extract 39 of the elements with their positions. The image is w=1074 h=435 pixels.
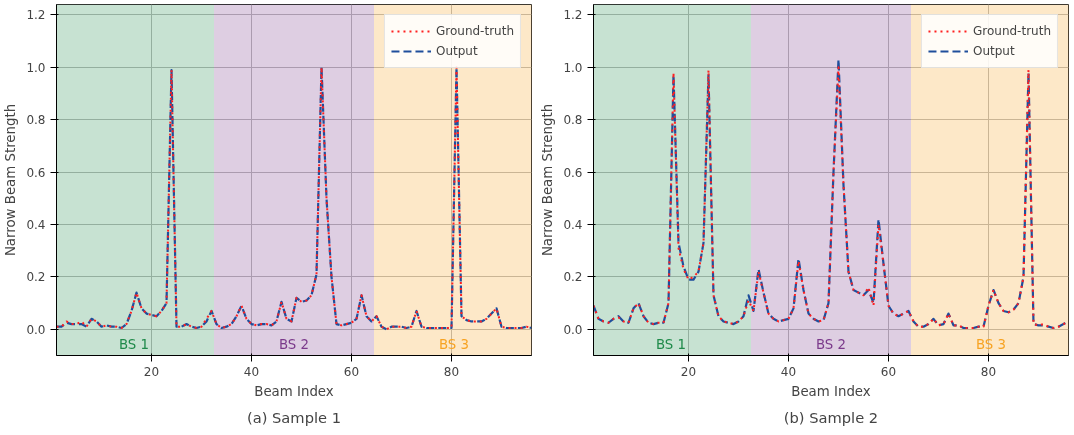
x-tick-label: 20 bbox=[680, 364, 697, 379]
y-tick-label: 0.2 bbox=[563, 270, 583, 285]
x-tick-label: 80 bbox=[980, 364, 997, 379]
y-tick-label: 0.6 bbox=[26, 165, 46, 180]
y-axis-title: Narrow Beam Strength bbox=[3, 103, 19, 257]
text: (a) Sample 1 bbox=[246, 408, 342, 426]
x-axis-title: Beam Index bbox=[791, 383, 871, 399]
y-tick-label: 1.2 bbox=[563, 8, 583, 23]
y-tick-label: 0.6 bbox=[563, 165, 583, 180]
y-tick-label: 0.0 bbox=[26, 322, 46, 337]
x-axis-title: Beam Index bbox=[254, 383, 334, 399]
band-label: BS 3 bbox=[438, 337, 470, 353]
x-tick-label: 40 bbox=[243, 364, 260, 379]
y-tick-label: 1.2 bbox=[26, 8, 46, 23]
y-axis-title: Narrow Beam Strength bbox=[540, 103, 556, 257]
x-tick-label: 60 bbox=[343, 364, 360, 379]
legend-label: Ground-truth bbox=[972, 24, 1051, 38]
y-tick-label: 0.4 bbox=[26, 218, 46, 233]
y-tick-label: 0.2 bbox=[26, 270, 46, 285]
y-tick-label: 0.8 bbox=[563, 113, 583, 128]
y-tick-label: 1.0 bbox=[26, 60, 46, 75]
legend-label: Output bbox=[435, 44, 478, 58]
y-tick-label: 0.4 bbox=[563, 218, 583, 233]
y-tick-label: 0.0 bbox=[563, 322, 583, 337]
band-label: BS 1 bbox=[655, 337, 687, 353]
legend-label: Ground-truth bbox=[435, 24, 514, 38]
x-tick-label: 80 bbox=[443, 364, 460, 379]
y-tick-label: 1.0 bbox=[563, 60, 583, 75]
text: (b) Sample 2 bbox=[783, 408, 879, 426]
x-tick-label: 20 bbox=[143, 364, 160, 379]
band-label: BS 2 bbox=[815, 337, 847, 353]
x-tick-label: 40 bbox=[780, 364, 797, 379]
x-tick-label: 60 bbox=[880, 364, 897, 379]
legend-label: Output bbox=[972, 44, 1015, 58]
band-label: BS 1 bbox=[118, 337, 150, 353]
band-label: BS 2 bbox=[278, 337, 310, 353]
line-series bbox=[56, 66, 532, 331]
band-label: BS 3 bbox=[975, 337, 1007, 353]
y-tick-label: 0.8 bbox=[26, 113, 46, 128]
